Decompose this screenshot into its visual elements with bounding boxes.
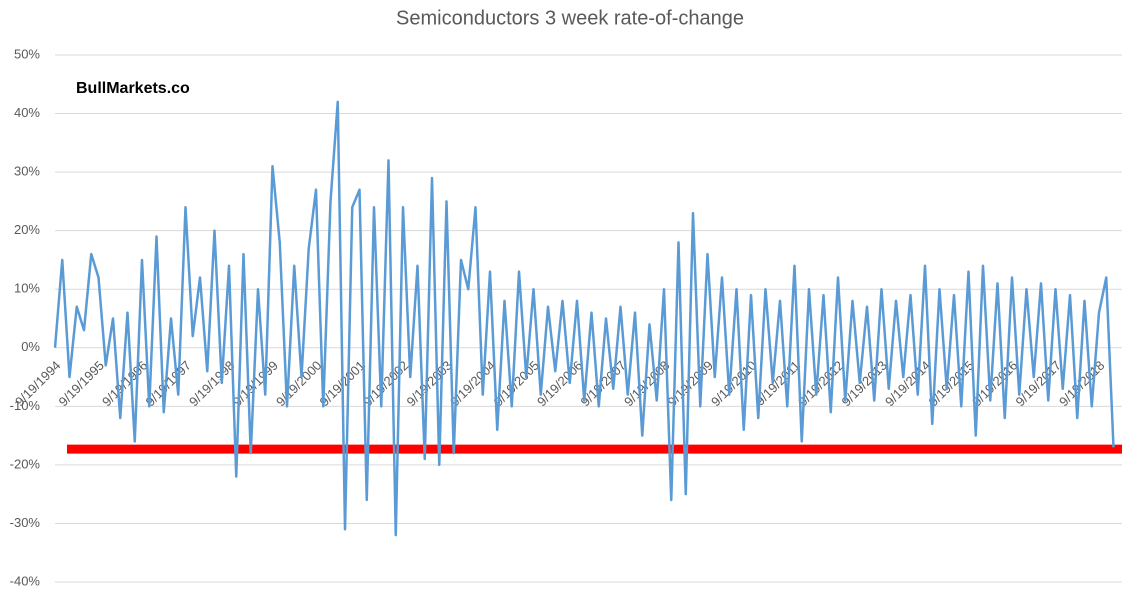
y-tick-label: 40%	[14, 105, 40, 120]
y-tick-label: 20%	[14, 222, 40, 237]
y-tick-label: 0%	[21, 339, 40, 354]
watermark: BullMarkets.co	[76, 80, 190, 97]
y-tick-label: 50%	[14, 46, 40, 61]
y-tick-label: -10%	[10, 398, 41, 413]
y-tick-label: 30%	[14, 164, 40, 179]
y-tick-label: -30%	[10, 515, 41, 530]
data-line	[53, 100, 1115, 537]
y-tick-label: 10%	[14, 281, 40, 296]
chart-title: Semiconductors 3 week rate-of-change	[396, 7, 744, 29]
y-tick-label: -20%	[10, 456, 41, 471]
y-tick-label: -40%	[10, 573, 41, 588]
